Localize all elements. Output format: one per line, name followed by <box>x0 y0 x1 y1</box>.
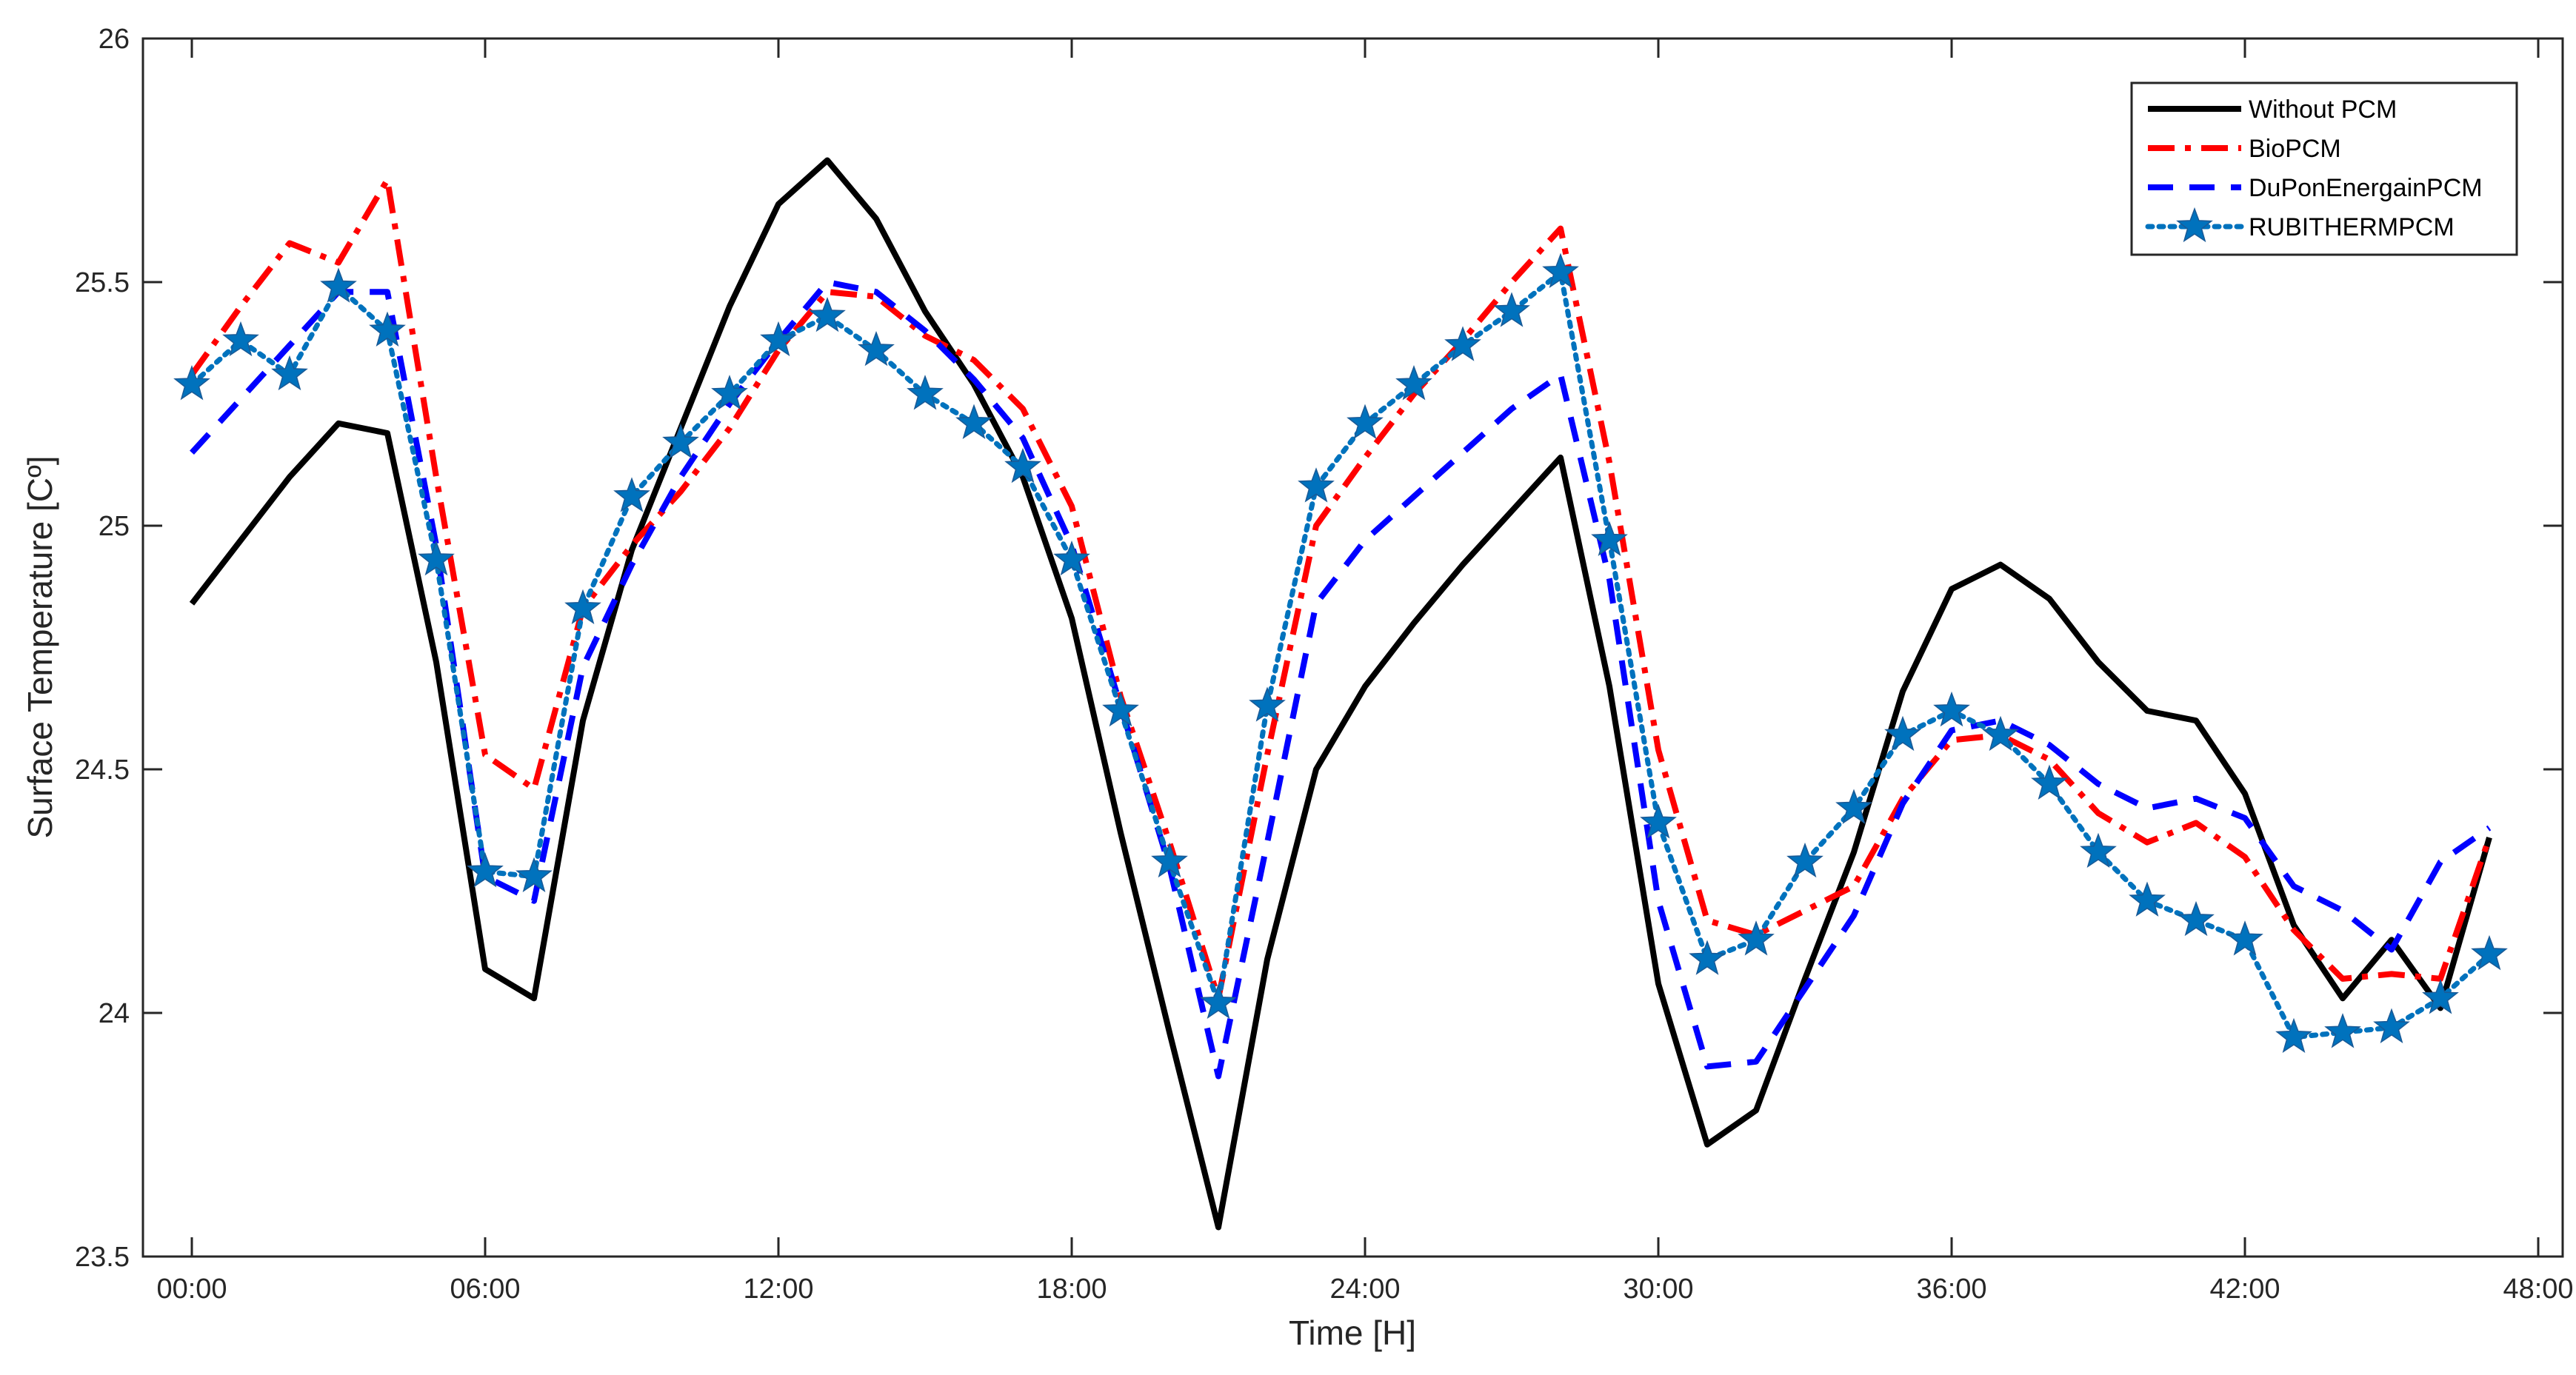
x-tick-label: 36:00 <box>1916 1274 1986 1305</box>
data-point-star <box>1298 467 1335 503</box>
data-point-star <box>858 330 895 367</box>
data-point-star <box>1493 292 1530 327</box>
y-tick-label: 24 <box>99 998 130 1029</box>
data-point-star <box>515 857 553 892</box>
data-point-star <box>222 321 259 357</box>
x-tick-label: 00:00 <box>156 1274 227 1305</box>
legend-label-biopcm: BioPCM <box>2249 135 2341 163</box>
data-point-star <box>1835 789 1872 824</box>
axis-ticks: 00:00 06:00 12:00 18:00 24:00 30:00 36:00 42:00… <box>75 24 2574 1305</box>
data-point-star <box>369 311 406 347</box>
data-point-star <box>271 355 308 391</box>
data-point-star <box>1884 715 1921 752</box>
series-line-biopcm <box>189 176 2492 1002</box>
data-point-star <box>1689 940 1726 975</box>
data-point-star <box>1200 983 1237 1020</box>
data-point-star <box>1102 691 1139 727</box>
data-point-star <box>320 267 357 303</box>
data-point-star <box>1444 326 1481 361</box>
legend-label-duponenergainpcm: DuPonEnergainPCM <box>2249 174 2483 202</box>
data-point-star <box>955 404 992 439</box>
legend-star-icon <box>2176 207 2213 243</box>
data-point-star <box>2324 1013 2361 1048</box>
y-tick-label: 23.5 <box>75 1242 130 1273</box>
legend-label-rubithermpcm: RUBITHERMPCM <box>2249 213 2455 241</box>
legend-label-without-pcm: Without PCM <box>2249 96 2397 124</box>
x-tick-label: 06:00 <box>450 1274 520 1305</box>
data-point-star <box>907 375 944 410</box>
series-layer <box>173 157 2508 1231</box>
x-axis-label: Time [H] <box>1289 1314 1416 1352</box>
x-tick-label: 12:00 <box>743 1274 813 1305</box>
y-tick-label: 26 <box>99 24 130 55</box>
y-tick-label: 25 <box>99 511 130 542</box>
data-point-star <box>173 365 210 401</box>
data-point-star <box>662 423 699 459</box>
legend: Without PCM BioPCM DuPonEnergainPCM RUBITHE… <box>2130 81 2518 256</box>
data-point-star <box>2129 881 2166 917</box>
data-point-star <box>2373 1008 2410 1043</box>
x-tick-label: 30:00 <box>1623 1274 1693 1305</box>
y-tick-label: 25.5 <box>75 267 130 298</box>
y-axis-label: Surface Temperature [Cº] <box>21 455 59 838</box>
data-point-star <box>1786 842 1823 878</box>
data-point-star <box>1591 521 1628 556</box>
data-point-star <box>1933 691 1970 727</box>
data-point-star <box>1395 365 1432 401</box>
x-tick-label: 18:00 <box>1036 1274 1107 1305</box>
data-point-star <box>1004 447 1041 484</box>
data-point-star <box>1982 715 2019 752</box>
data-point-star <box>809 296 846 332</box>
data-point-star <box>2031 764 2068 800</box>
data-point-star <box>1738 920 1775 956</box>
data-point-star <box>1053 540 1090 576</box>
y-tick-label: 24.5 <box>75 755 130 786</box>
x-tick-label: 48:00 <box>2503 1274 2573 1305</box>
data-point-star <box>2178 900 2215 937</box>
data-point-star <box>711 375 748 410</box>
data-point-star <box>1640 803 1677 839</box>
data-point-star <box>2080 832 2117 869</box>
data-point-star <box>2275 1017 2312 1054</box>
data-point-star <box>1151 842 1188 878</box>
data-point-star <box>1542 252 1579 289</box>
series-line-without-pcm <box>189 157 2492 1231</box>
data-point-star <box>613 477 650 512</box>
data-point-star <box>418 540 455 576</box>
data-point-star <box>1347 404 1384 439</box>
x-tick-label: 24:00 <box>1329 1274 1400 1305</box>
data-point-star <box>1249 686 1286 722</box>
data-point-star <box>564 589 601 625</box>
data-point-star <box>2226 920 2263 956</box>
data-point-star <box>2422 979 2459 1014</box>
data-point-star <box>760 321 797 357</box>
data-point-star <box>467 852 504 888</box>
x-tick-label: 42:00 <box>2209 1274 2280 1305</box>
data-point-star <box>2471 934 2508 971</box>
